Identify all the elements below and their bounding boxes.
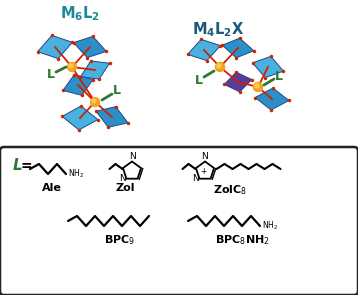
Polygon shape — [81, 61, 110, 79]
Text: +: + — [200, 167, 207, 176]
Circle shape — [255, 84, 259, 88]
Text: L: L — [47, 68, 55, 81]
FancyBboxPatch shape — [0, 147, 358, 295]
Circle shape — [92, 99, 96, 103]
Circle shape — [217, 64, 221, 68]
Text: L: L — [195, 75, 203, 88]
Text: L: L — [113, 84, 121, 98]
Text: =: = — [21, 159, 33, 173]
Text: L: L — [13, 158, 23, 173]
Text: ZolC$_8$: ZolC$_8$ — [213, 183, 247, 197]
Text: N: N — [129, 152, 135, 161]
Circle shape — [68, 63, 77, 71]
Polygon shape — [62, 106, 98, 130]
Text: $\mathbf{M_4L_2X}$: $\mathbf{M_4L_2X}$ — [192, 20, 244, 39]
Polygon shape — [96, 107, 128, 127]
Text: NH$_2$: NH$_2$ — [68, 168, 84, 180]
Text: BPC$_8$NH$_2$: BPC$_8$NH$_2$ — [214, 233, 269, 247]
Circle shape — [253, 83, 262, 91]
Text: Ale: Ale — [42, 183, 62, 193]
Text: BPC$_9$: BPC$_9$ — [105, 233, 136, 247]
Polygon shape — [188, 39, 221, 61]
Text: $\mathbf{M_6L_2}$: $\mathbf{M_6L_2}$ — [60, 4, 100, 23]
Circle shape — [91, 98, 100, 106]
Text: N: N — [119, 174, 126, 183]
Polygon shape — [252, 56, 284, 78]
Circle shape — [69, 64, 73, 68]
Polygon shape — [38, 35, 72, 59]
Polygon shape — [224, 72, 252, 92]
Polygon shape — [255, 88, 289, 110]
Polygon shape — [63, 75, 93, 95]
Polygon shape — [74, 36, 106, 58]
Polygon shape — [222, 38, 254, 58]
Text: N: N — [202, 152, 208, 161]
Circle shape — [216, 63, 224, 71]
Text: L: L — [275, 70, 283, 83]
Text: N: N — [192, 174, 199, 183]
Text: NH$_2$: NH$_2$ — [262, 220, 278, 232]
Text: Zol: Zol — [115, 183, 135, 193]
